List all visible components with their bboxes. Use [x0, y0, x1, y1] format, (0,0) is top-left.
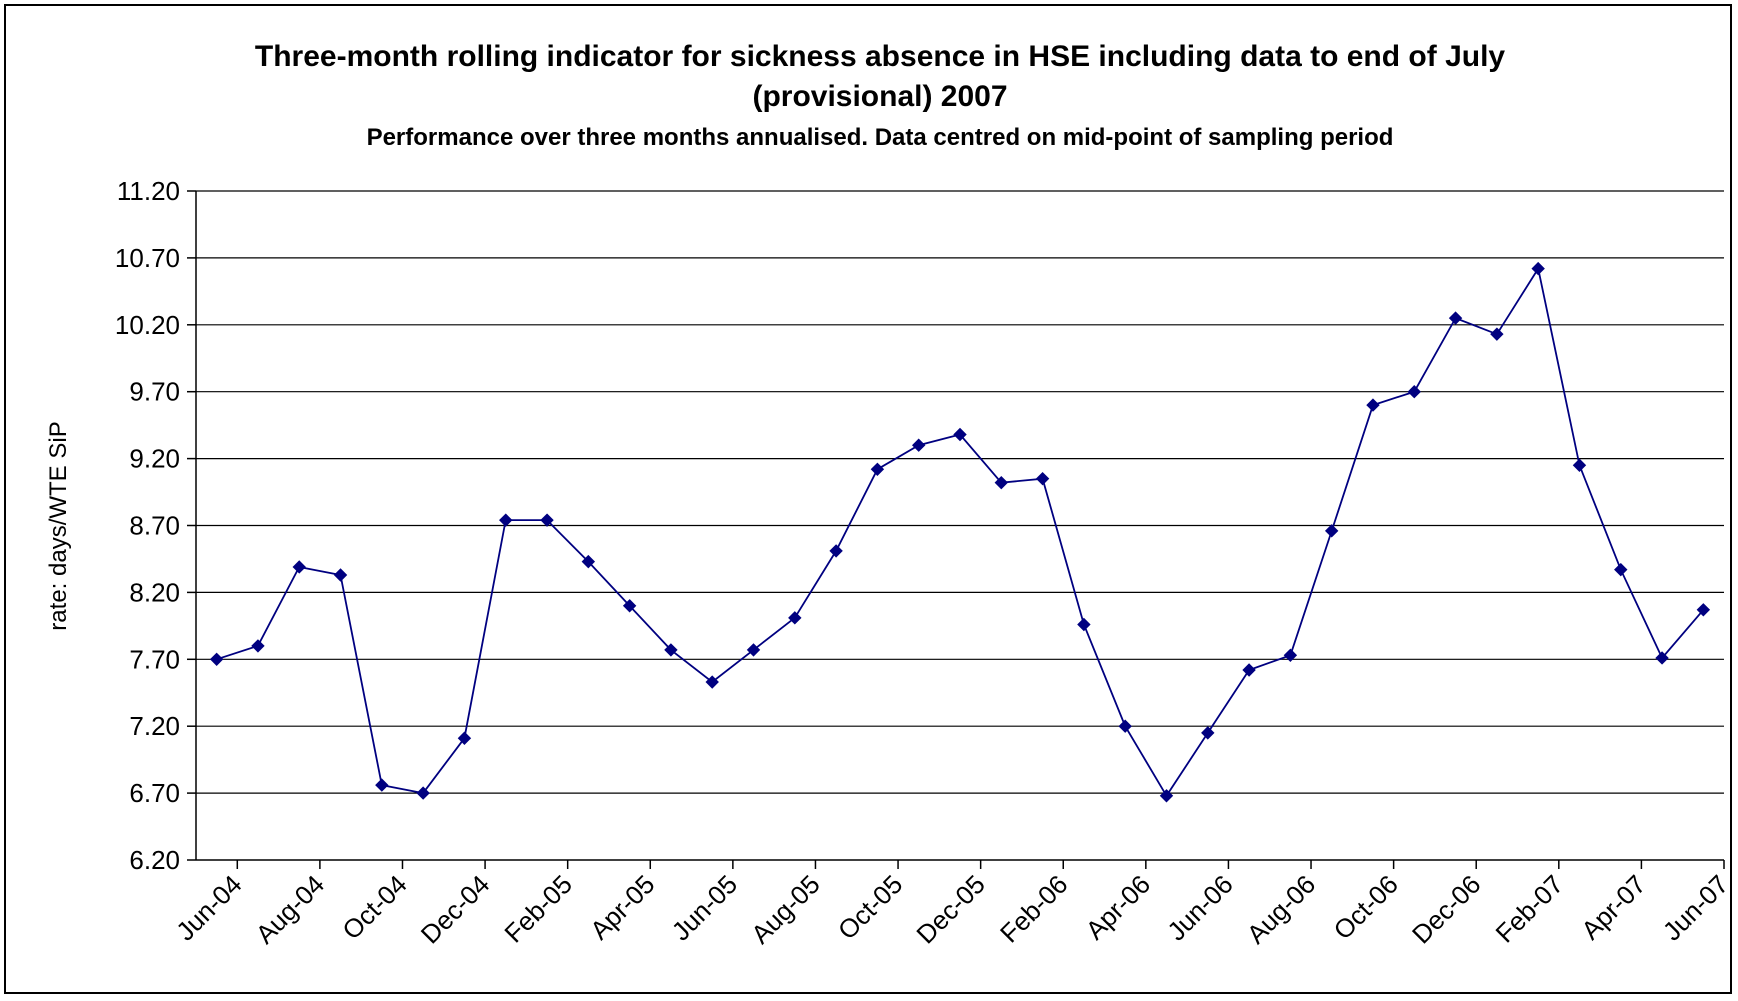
x-tick-label-6: Jun-05 [666, 869, 743, 946]
data-point-9 [581, 554, 596, 569]
data-point-34 [1614, 562, 1628, 577]
data-point-20 [1035, 471, 1050, 486]
data-point-11 [664, 643, 678, 657]
data-point-30 [1448, 311, 1463, 325]
gridlines [196, 190, 1724, 794]
data-point-8 [540, 513, 554, 527]
data-point-14 [788, 611, 802, 625]
data-point-25 [1242, 663, 1256, 677]
x-tick-label-9: Dec-05 [910, 869, 990, 949]
y-axis-label: rate: days/WTE SiP [45, 421, 72, 630]
data-point-4 [375, 778, 389, 792]
data-point-7 [499, 513, 513, 527]
x-tick-label-14: Oct-06 [1327, 869, 1403, 945]
x-tick-labels: Jun-04 Aug-04 Oct-04 Dec-04 Feb-05 Apr-05 Jun-… [170, 869, 1734, 949]
series-line [216, 266, 1705, 798]
x-tick-label-1: Aug-04 [250, 869, 330, 949]
x-tick-label-4: Feb-05 [498, 869, 577, 948]
y-tick-label-9: 10.70 [115, 243, 180, 273]
chart-frame [4, 4, 1732, 994]
x-tick-label-17: Apr-07 [1575, 869, 1651, 945]
x-tick-label-10: Feb-06 [994, 869, 1073, 948]
y-tick-label-3: 7.70 [129, 644, 180, 674]
x-tick-label-15: Dec-06 [1406, 869, 1486, 949]
data-point-16 [870, 462, 885, 477]
y-tick-label-8: 10.20 [115, 310, 180, 340]
data-point-15 [829, 544, 843, 558]
data-point-0 [209, 652, 224, 667]
data-point-28 [1366, 398, 1380, 412]
data-point-13 [746, 643, 761, 657]
y-tick-label-6: 9.20 [129, 444, 180, 474]
x-tick-label-16: Feb-07 [1490, 869, 1569, 948]
y-tick-label-5: 8.70 [129, 511, 180, 541]
data-point-12 [705, 675, 719, 689]
chart-title-line1: Three-month rolling indicator for sickne… [255, 40, 1506, 73]
data-point-10 [622, 599, 637, 613]
data-point-24 [1201, 726, 1215, 740]
y-tick-label-2: 7.20 [129, 711, 180, 741]
data-point-2 [292, 560, 306, 574]
y-tick-label-4: 8.20 [129, 577, 180, 607]
data-point-6 [457, 731, 472, 745]
x-tick-label-2: Oct-04 [336, 869, 412, 945]
x-tick-label-11: Apr-06 [1080, 869, 1156, 945]
y-tick-labels: 6.20 6.70 7.20 7.70 8.20 8.70 9.20 9.70 10.20 10.… [115, 176, 180, 875]
y-tick-label-10: 11.20 [117, 176, 180, 206]
y-tick-label-7: 9.70 [129, 377, 180, 407]
data-point-32 [1531, 261, 1545, 276]
x-tick-label-13: Aug-06 [1241, 869, 1321, 949]
chart-subtitle: Performance over three months annualised… [367, 124, 1394, 151]
data-point-3 [333, 568, 348, 582]
data-series [209, 261, 1711, 803]
axes [187, 190, 1725, 869]
data-point-23 [1159, 789, 1174, 803]
x-tick-label-12: Jun-06 [1161, 869, 1238, 946]
x-tick-label-7: Aug-05 [745, 869, 825, 949]
data-point-18 [953, 427, 967, 442]
data-point-1 [251, 639, 265, 653]
data-point-26 [1283, 648, 1298, 662]
data-point-27 [1324, 524, 1339, 538]
x-tick-label-3: Dec-04 [415, 869, 495, 949]
data-point-35 [1655, 651, 1669, 665]
data-point-17 [911, 438, 926, 452]
data-point-29 [1407, 384, 1421, 399]
x-tick-label-5: Apr-05 [584, 869, 660, 945]
data-point-36 [1696, 603, 1711, 617]
x-tick-label-8: Oct-05 [832, 869, 908, 945]
x-tick-label-18: Jun-07 [1657, 869, 1734, 946]
data-point-5 [416, 786, 430, 800]
x-tick-label-0: Jun-04 [170, 869, 247, 946]
y-tick-label-1: 6.70 [129, 778, 180, 808]
data-point-19 [994, 475, 1009, 490]
data-point-22 [1118, 719, 1132, 733]
chart-title-line2: (provisional) 2007 [752, 80, 1007, 113]
data-point-33 [1572, 458, 1587, 472]
data-point-31 [1490, 327, 1504, 341]
data-point-21 [1077, 617, 1091, 632]
y-tick-label-0: 6.20 [129, 845, 180, 875]
